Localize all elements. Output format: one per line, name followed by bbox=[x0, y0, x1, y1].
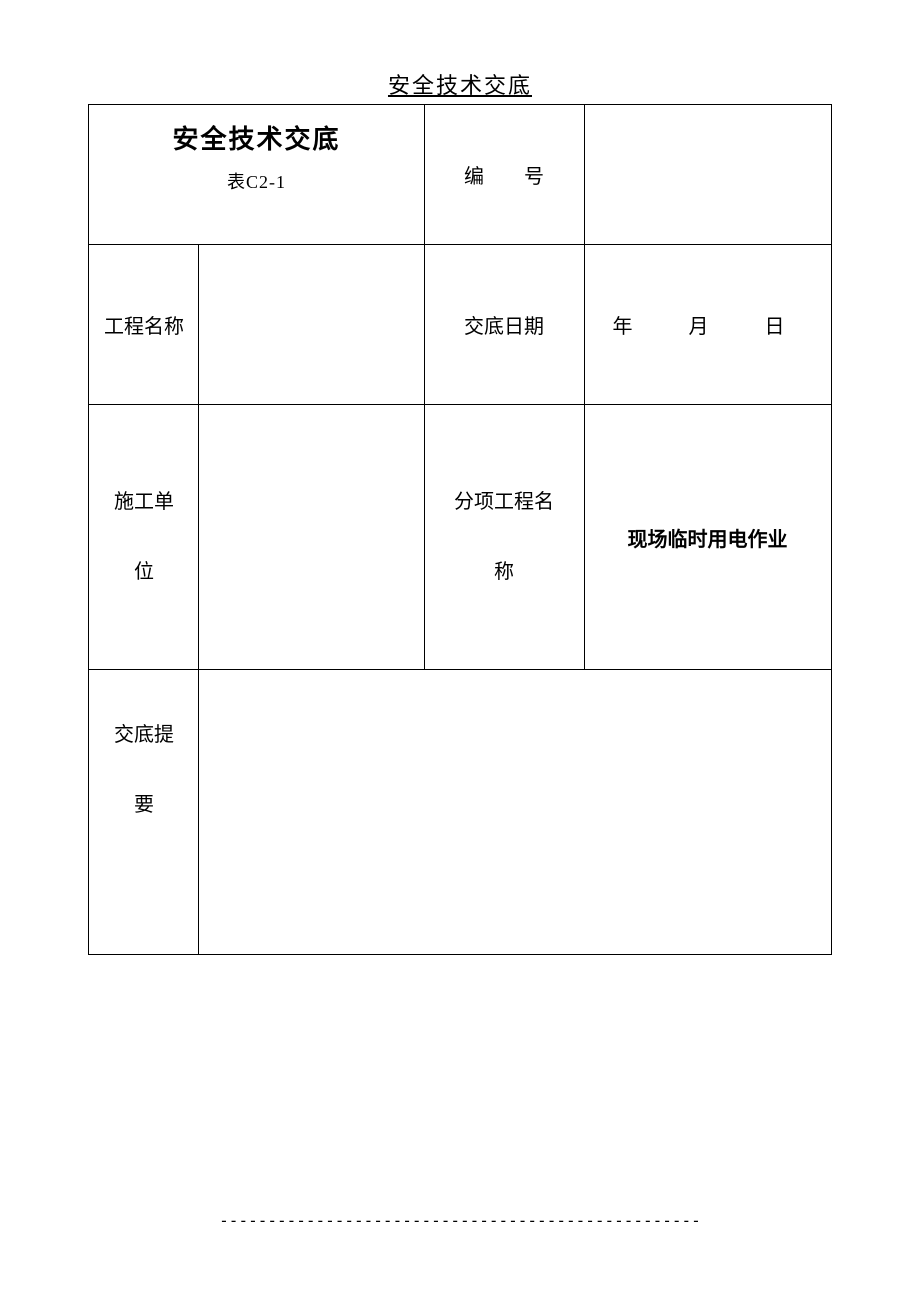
sub-project-label-line2: 称 bbox=[433, 537, 576, 607]
summary-label-line2: 要 bbox=[97, 770, 190, 840]
table-row: 施工单 位 分项工程名 称 现场临时用电作业 bbox=[89, 405, 831, 670]
construction-unit-value bbox=[199, 405, 424, 670]
project-name-label: 工程名称 bbox=[89, 245, 199, 405]
table-row: 工程名称 交底日期 年 月 日 bbox=[89, 245, 831, 405]
date-label: 交底日期 bbox=[424, 245, 584, 405]
summary-label: 交底提 要 bbox=[89, 670, 199, 955]
main-table: 安全技术交底 表C2-1 编 号 工程名称 交底日期 年 月 日 施工单 位 分… bbox=[88, 104, 831, 955]
table-row: 安全技术交底 表C2-1 编 号 bbox=[89, 105, 831, 245]
summary-value bbox=[199, 670, 831, 955]
sub-project-label-line1: 分项工程名 bbox=[433, 467, 576, 537]
sub-project-value: 现场临时用电作业 bbox=[584, 405, 831, 670]
sub-project-label: 分项工程名 称 bbox=[424, 405, 584, 670]
date-value: 年 月 日 bbox=[584, 245, 831, 405]
footer-dashes: ----------------------------------------… bbox=[0, 1211, 920, 1230]
form-title-sub: 表C2-1 bbox=[227, 168, 286, 194]
project-name-value bbox=[199, 245, 424, 405]
construction-unit-label-line2: 位 bbox=[97, 537, 190, 607]
number-value bbox=[584, 105, 831, 245]
construction-unit-label-line1: 施工单 bbox=[97, 467, 190, 537]
summary-label-line1: 交底提 bbox=[97, 700, 190, 770]
construction-unit-label: 施工单 位 bbox=[89, 405, 199, 670]
table-row: 交底提 要 bbox=[89, 670, 831, 955]
number-label: 编 号 bbox=[424, 105, 584, 245]
title-cell: 安全技术交底 表C2-1 bbox=[89, 105, 424, 245]
form-title-main: 安全技术交底 bbox=[172, 119, 340, 156]
page-title: 安全技术交底 bbox=[0, 0, 920, 104]
